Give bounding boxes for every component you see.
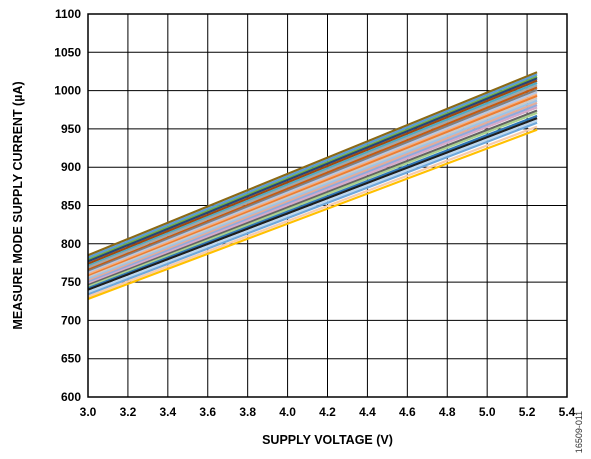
x-tick-label: 3.2 — [120, 405, 137, 419]
series-line-4 — [87, 77, 538, 263]
series-line-11 — [87, 93, 538, 276]
y-tick-label: 600 — [61, 390, 81, 404]
series-line-23 — [87, 121, 538, 296]
series-line-8 — [87, 86, 538, 271]
x-tick-label: 3.4 — [159, 405, 176, 419]
series-line-14 — [87, 99, 538, 281]
x-tick-label: 5.2 — [519, 405, 536, 419]
series-line-6 — [87, 81, 538, 268]
x-axis-title: SUPPLY VOLTAGE (V) — [262, 433, 393, 447]
series-line-7 — [87, 84, 538, 269]
series-line-15 — [87, 101, 538, 282]
y-tick-label: 750 — [61, 275, 81, 289]
y-tick-label: 800 — [61, 237, 81, 251]
figure-id-label: 16509-011 — [574, 411, 584, 453]
series-line-25 — [87, 128, 538, 300]
x-tick-label: 4.2 — [319, 405, 336, 419]
x-tick-label: 4.0 — [279, 405, 296, 419]
series-line-21 — [87, 117, 538, 291]
series-line-16 — [87, 104, 538, 284]
y-tick-label: 1050 — [54, 45, 81, 59]
y-tick-label: 950 — [61, 122, 81, 136]
series-line-5 — [87, 79, 538, 265]
y-tick-label: 1000 — [54, 84, 81, 98]
y-tick-label: 700 — [61, 313, 81, 327]
x-tick-label: 4.4 — [359, 405, 376, 419]
y-tick-label: 900 — [61, 160, 81, 174]
series-line-20 — [87, 114, 538, 290]
x-tick-label: 4.6 — [399, 405, 416, 419]
series-line-9 — [87, 88, 538, 273]
y-tick-label: 1100 — [55, 7, 81, 21]
series-line-1 — [87, 71, 538, 257]
series-line-10 — [87, 91, 538, 274]
series-line-13 — [87, 97, 538, 279]
plot-frame — [87, 13, 568, 398]
x-tick-label: 5.0 — [479, 405, 496, 419]
series-line-22 — [87, 119, 538, 294]
series-line-19 — [87, 111, 538, 288]
series-line-2 — [87, 73, 538, 259]
series-line-3 — [87, 75, 538, 261]
series-lines — [87, 71, 538, 300]
series-line-24 — [87, 125, 538, 298]
x-tick-label: 3.6 — [199, 405, 216, 419]
y-tick-label: 850 — [61, 199, 81, 213]
x-tick-labels: 3.0 3.2 3.4 3.6 3.8 4.0 4.2 4.4 4.6 4.8 5.0 5.2 5.4 — [80, 405, 576, 419]
y-tick-label: 650 — [61, 352, 81, 366]
x-tick-label: 3.0 — [80, 405, 97, 419]
series-line-12 — [87, 94, 538, 277]
series-line-17 — [87, 106, 538, 285]
series-line-18 — [87, 109, 538, 287]
x-tick-label: 4.8 — [439, 405, 456, 419]
y-axis-title: MEASURE MODE SUPPLY CURRENT (µA) — [11, 81, 25, 329]
y-tick-labels: 600 650 700 750 800 850 900 950 1000 1050 1100 — [54, 7, 81, 404]
x-tick-label: 3.8 — [239, 405, 256, 419]
x-tick-label: 5.4 — [559, 405, 576, 419]
